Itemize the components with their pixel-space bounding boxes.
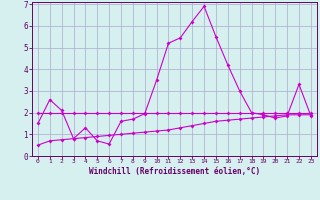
X-axis label: Windchill (Refroidissement éolien,°C): Windchill (Refroidissement éolien,°C) <box>89 167 260 176</box>
